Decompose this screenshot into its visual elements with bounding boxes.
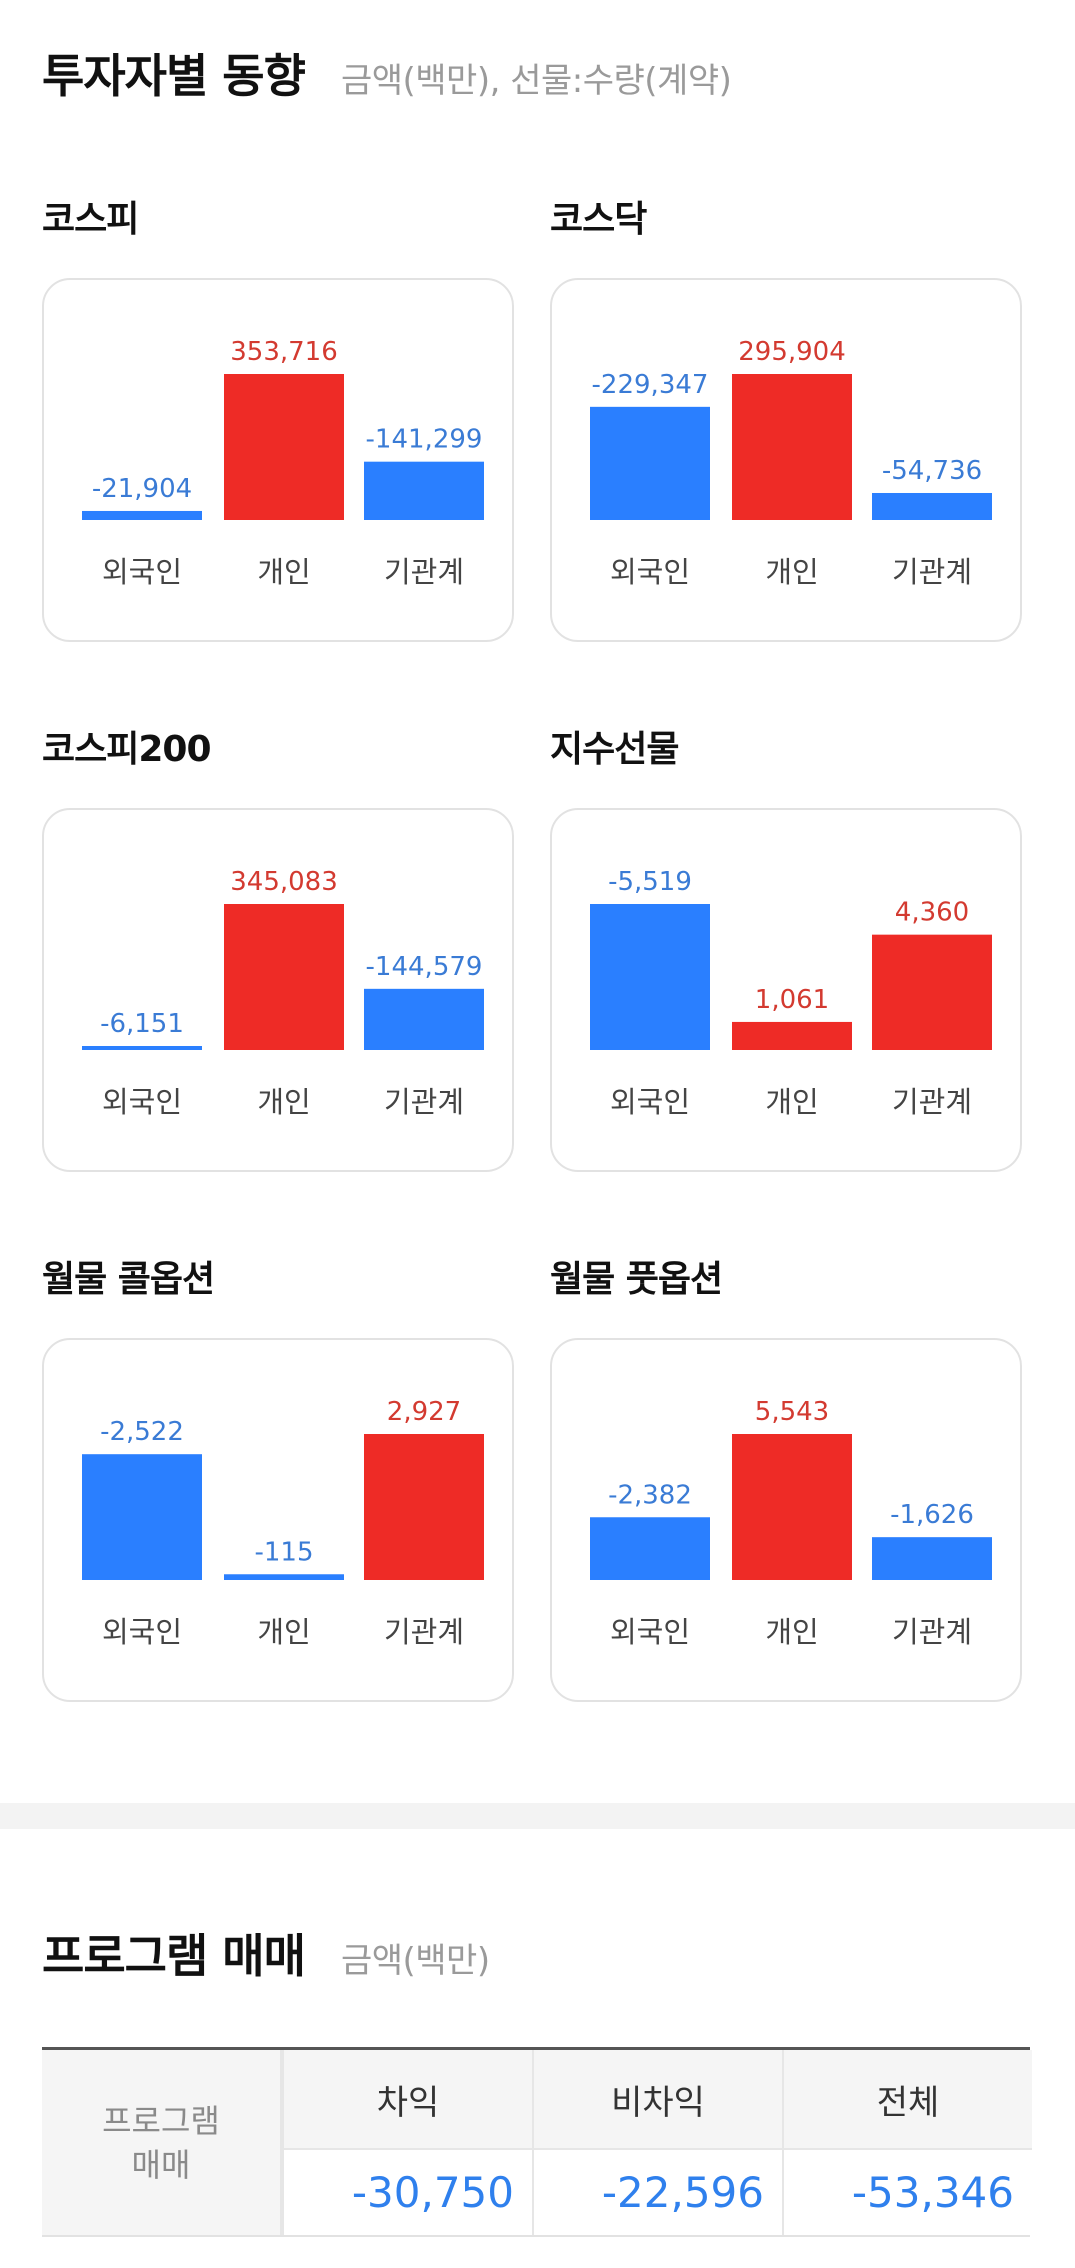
bar-chart: -2,522 외국인 -115 개인 2,927 기관계 bbox=[82, 1397, 484, 1649]
value-cell: -53,346 bbox=[851, 2168, 1014, 2217]
category-label: 외국인 bbox=[610, 555, 690, 589]
chart-card: -229,347 외국인 295,904 개인 -54,736 기관계 bbox=[550, 278, 1022, 642]
bar-외국인 bbox=[82, 1454, 202, 1580]
value-cell: -22,596 bbox=[601, 2168, 764, 2217]
chart-card: -21,904 외국인 353,716 개인 -141,299 기관계 bbox=[42, 278, 514, 642]
category-label: 외국인 bbox=[102, 1615, 182, 1649]
category-label: 기관계 bbox=[384, 555, 464, 589]
category-label: 기관계 bbox=[892, 1615, 972, 1649]
bar-기관계 bbox=[364, 461, 484, 520]
category-label: 외국인 bbox=[102, 555, 182, 589]
column-header: 비차익 bbox=[534, 2050, 782, 2150]
bar-개인 bbox=[224, 374, 344, 520]
bar-value-label: -115 bbox=[254, 1537, 313, 1567]
bar-chart: -6,151 외국인 345,083 개인 -144,579 기관계 bbox=[82, 867, 484, 1119]
category-label: 외국인 bbox=[610, 1085, 690, 1119]
bar-value-label: 295,904 bbox=[738, 337, 846, 367]
bar-value-label: -21,904 bbox=[92, 474, 192, 504]
bar-기관계 bbox=[872, 934, 992, 1050]
investor-trend-header: 투자자별 동향 금액(백만), 선물:수량(계약) bbox=[42, 40, 732, 106]
bar-chart: -21,904 외국인 353,716 개인 -141,299 기관계 bbox=[82, 337, 484, 589]
bar-value-label: 5,543 bbox=[755, 1397, 829, 1427]
chart-title: 코스피 bbox=[42, 199, 139, 240]
bar-외국인 bbox=[590, 406, 710, 520]
bar-value-label: 345,083 bbox=[230, 867, 338, 897]
category-label: 외국인 bbox=[102, 1085, 182, 1119]
investor-trend-subtitle: 금액(백만), 선물:수량(계약) bbox=[340, 61, 732, 101]
category-label: 개인 bbox=[257, 1085, 310, 1119]
bar-외국인 bbox=[590, 1517, 710, 1580]
chart-title: 코스닥 bbox=[550, 199, 647, 240]
row-header: 프로그램 매매 bbox=[42, 2050, 282, 2235]
bar-chart: -5,519 외국인 1,061 개인 4,360 기관계 bbox=[590, 867, 992, 1119]
bar-기관계 bbox=[872, 492, 992, 520]
bar-value-label: -5,519 bbox=[608, 867, 692, 897]
category-label: 개인 bbox=[765, 1085, 818, 1119]
category-label: 기관계 bbox=[384, 1615, 464, 1649]
bar-value-label: -141,299 bbox=[366, 425, 483, 455]
column-non-arbitrage: 비차익 -22,596 bbox=[532, 2050, 782, 2235]
bar-value-label: -6,151 bbox=[100, 1009, 184, 1039]
bar-개인 bbox=[732, 374, 852, 520]
row-header-line2: 매매 bbox=[131, 2145, 191, 2184]
bar-value-label: 353,716 bbox=[230, 337, 338, 367]
program-trading-subtitle: 금액(백만) bbox=[340, 1941, 490, 1981]
chart-title: 월물 풋옵션 bbox=[550, 1259, 723, 1300]
bar-기관계 bbox=[364, 1434, 484, 1580]
bar-외국인 bbox=[82, 1046, 202, 1050]
row-header-line1: 프로그램 bbox=[102, 2101, 220, 2140]
bar-value-label: 4,360 bbox=[895, 898, 969, 928]
chart-title: 월물 콜옵션 bbox=[42, 1259, 215, 1300]
bar-개인 bbox=[224, 904, 344, 1050]
bar-value-label: 2,927 bbox=[387, 1397, 461, 1427]
chart-card: -2,382 외국인 5,543 개인 -1,626 기관계 bbox=[550, 1338, 1022, 1702]
bar-개인 bbox=[224, 1574, 344, 1580]
category-label: 기관계 bbox=[892, 555, 972, 589]
chart-title: 코스피200 bbox=[42, 729, 212, 770]
category-label: 개인 bbox=[257, 555, 310, 589]
program-trading-header: 프로그램 매매 금액(백만) bbox=[42, 1920, 490, 1986]
column-arbitrage: 차익 -30,750 bbox=[282, 2050, 532, 2235]
bar-value-label: -1,626 bbox=[890, 1500, 974, 1530]
category-label: 개인 bbox=[765, 555, 818, 589]
chart-card: -6,151 외국인 345,083 개인 -144,579 기관계 bbox=[42, 808, 514, 1172]
bar-value-label: -229,347 bbox=[592, 370, 709, 400]
bar-개인 bbox=[732, 1434, 852, 1580]
category-label: 기관계 bbox=[384, 1085, 464, 1119]
column-header: 차익 bbox=[284, 2050, 532, 2150]
investor-trend-title: 투자자별 동향 bbox=[42, 49, 306, 103]
bar-value-label: -2,522 bbox=[100, 1417, 184, 1447]
program-trading-table: 프로그램 매매 차익 -30,750 비차익 -22,596 전체 -53,34… bbox=[42, 2047, 1032, 2237]
value-cell: -30,750 bbox=[351, 2168, 514, 2217]
chart-title: 지수선물 bbox=[550, 729, 679, 770]
chart-card: -2,522 외국인 -115 개인 2,927 기관계 bbox=[42, 1338, 514, 1702]
bar-value-label: -54,736 bbox=[882, 456, 982, 486]
bar-개인 bbox=[732, 1021, 852, 1050]
bar-value-label: -144,579 bbox=[366, 952, 483, 982]
bar-외국인 bbox=[590, 904, 710, 1050]
bar-value-label: -2,382 bbox=[608, 1480, 692, 1510]
section-divider bbox=[0, 1803, 1075, 1829]
category-label: 개인 bbox=[765, 1615, 818, 1649]
category-label: 개인 bbox=[257, 1615, 310, 1649]
bar-외국인 bbox=[82, 510, 202, 520]
category-label: 기관계 bbox=[892, 1085, 972, 1119]
category-label: 외국인 bbox=[610, 1615, 690, 1649]
column-header: 전체 bbox=[784, 2050, 1032, 2150]
bar-value-label: 1,061 bbox=[755, 985, 829, 1015]
bar-chart: -229,347 외국인 295,904 개인 -54,736 기관계 bbox=[590, 337, 992, 589]
bar-chart: -2,382 외국인 5,543 개인 -1,626 기관계 bbox=[590, 1397, 992, 1649]
bar-기관계 bbox=[364, 988, 484, 1050]
bar-기관계 bbox=[872, 1537, 992, 1580]
chart-card: -5,519 외국인 1,061 개인 4,360 기관계 bbox=[550, 808, 1022, 1172]
program-trading-title: 프로그램 매매 bbox=[42, 1929, 306, 1983]
column-total: 전체 -53,346 bbox=[782, 2050, 1032, 2235]
